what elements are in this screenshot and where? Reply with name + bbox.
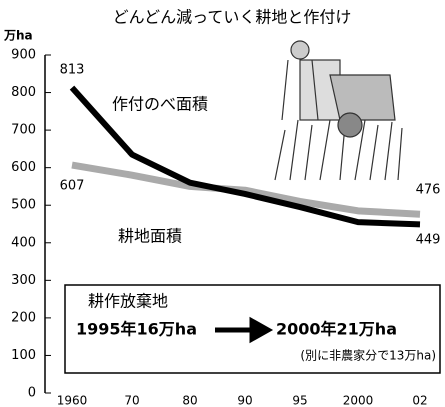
y-tick-label: 700 [11, 123, 36, 138]
x-tick-label: 90 [237, 394, 252, 407]
data-label: 607 [60, 179, 85, 194]
data-label: 813 [60, 63, 85, 78]
y-tick-label: 0 [28, 386, 36, 401]
y-tick-label: 600 [11, 160, 36, 175]
x-tick-label: 2000 [343, 394, 374, 407]
annotation-from: 1995年16万ha [76, 320, 197, 339]
chart: どんどん減っていく耕地と作付け 万ha 耕作放棄地 1995年16万ha 200… [0, 0, 445, 407]
annotation-to: 2000年21万ha [276, 320, 397, 339]
y-tick-label: 300 [11, 273, 36, 288]
series-line [72, 165, 420, 214]
y-tick-label: 500 [11, 198, 36, 213]
annotation-note: (別に非農家分で13万ha) [300, 348, 436, 363]
x-tick-label: 1960 [57, 394, 88, 407]
x-tick-label: 70 [124, 394, 139, 407]
y-tick-label: 400 [11, 235, 36, 250]
series-label: 作付のべ面積 [112, 95, 208, 114]
x-tick-label: 02 [412, 394, 427, 407]
x-tick-label: 95 [292, 394, 307, 407]
y-unit: 万ha [3, 29, 33, 43]
x-tick-label: 80 [182, 394, 197, 407]
data-label: 449 [416, 233, 441, 248]
annotation-title: 耕作放棄地 [88, 292, 168, 311]
data-label: 476 [416, 183, 441, 198]
chart-title: どんどん減っていく耕地と作付け [113, 8, 352, 27]
y-tick-label: 100 [11, 348, 36, 363]
y-tick-label: 800 [11, 85, 36, 100]
series-label: 耕地面積 [118, 227, 182, 246]
y-tick-label: 200 [11, 310, 36, 325]
y-tick-label: 900 [11, 48, 36, 63]
illustration [275, 41, 402, 180]
